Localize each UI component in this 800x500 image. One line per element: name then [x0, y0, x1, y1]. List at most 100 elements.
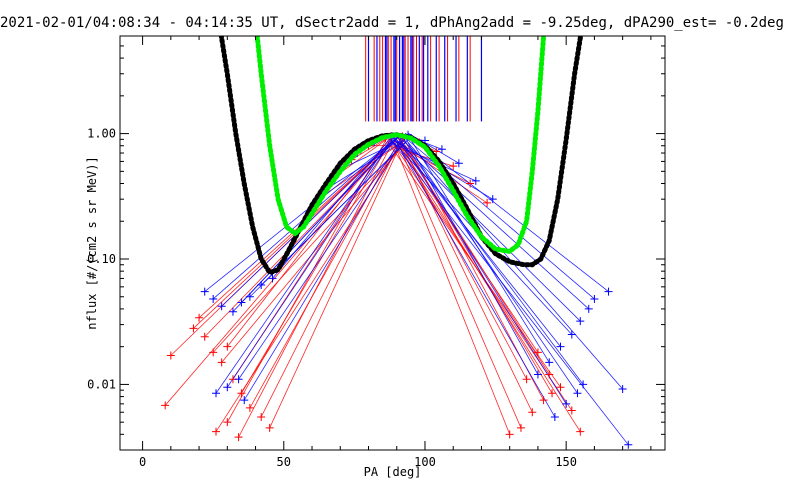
point-blue: [488, 195, 497, 204]
point-red: [567, 406, 576, 415]
point-blue: [245, 292, 254, 301]
trace-blue: [404, 137, 539, 375]
point-red: [209, 348, 218, 357]
point-red: [161, 401, 170, 410]
trace-red: [269, 140, 403, 429]
point-blue: [217, 302, 226, 311]
trace-blue: [226, 132, 398, 388]
point-red: [556, 383, 565, 392]
trace-red: [212, 144, 403, 353]
y-axis-label: nflux [#/(cm2 s sr MeV)]: [85, 156, 99, 329]
chart-title: 2021-02-01/04:08:34 - 04:14:35 UT, dSect…: [0, 15, 784, 31]
trace-blue: [396, 139, 581, 322]
point-blue: [562, 399, 571, 408]
point-red: [539, 396, 548, 405]
trace-blue: [390, 132, 561, 347]
plot-frame: [119, 35, 666, 451]
point-red: [245, 403, 254, 412]
x-axis-label: PA [deg]: [364, 465, 422, 479]
trace-blue: [204, 142, 392, 292]
trace-blue: [399, 137, 590, 310]
x-tick-label: 50: [277, 455, 291, 469]
point-red: [432, 147, 441, 156]
x-tick-label: 0: [139, 455, 146, 469]
point-blue: [618, 384, 627, 393]
trace-red: [260, 142, 400, 418]
point-red: [223, 418, 232, 427]
point-red: [195, 313, 204, 322]
y-tick-label: 1.00: [87, 127, 116, 141]
point-blue: [545, 358, 554, 367]
y-tick-label: 0.10: [87, 252, 116, 266]
trace-blue: [402, 142, 584, 385]
point-red: [483, 198, 492, 207]
trace-red: [396, 135, 527, 380]
trace-red: [393, 142, 511, 435]
point-blue: [212, 389, 221, 398]
point-blue: [237, 298, 246, 307]
point-red: [234, 433, 243, 442]
point-red: [548, 389, 557, 398]
point-red: [200, 332, 209, 341]
point-red: [522, 375, 531, 384]
point-red: [466, 179, 475, 188]
trace-blue: [215, 135, 395, 394]
point-blue: [268, 274, 277, 283]
trace-red: [226, 135, 389, 423]
trace-red: [402, 142, 550, 375]
point-blue: [240, 396, 249, 405]
x-tick-label: 100: [414, 455, 436, 469]
trace-red: [351, 135, 392, 160]
point-blue: [567, 330, 576, 339]
trace-blue: [238, 142, 400, 380]
point-red: [217, 358, 226, 367]
point-red: [237, 389, 246, 398]
trace-red: [238, 145, 392, 438]
point-red: [533, 348, 542, 357]
point-blue: [584, 304, 593, 313]
trace-red: [226, 140, 389, 347]
point-red: [528, 408, 537, 417]
trace-blue: [340, 137, 409, 170]
point-blue: [573, 389, 582, 398]
point-blue: [556, 342, 565, 351]
trace-blue: [323, 139, 406, 192]
trace-blue: [407, 142, 623, 390]
trace-red: [164, 142, 392, 406]
trace-blue: [393, 137, 556, 418]
point-blue: [590, 294, 599, 303]
trace-blue: [243, 139, 403, 401]
point-blue: [579, 380, 588, 389]
trace-blue: [390, 139, 629, 446]
trace-blue: [396, 135, 567, 405]
point-red: [516, 423, 525, 432]
point-blue: [576, 317, 585, 326]
point-blue: [604, 287, 613, 296]
trace-red: [393, 137, 581, 432]
point-blue: [471, 176, 480, 185]
trace-blue: [399, 132, 578, 394]
trace-red: [399, 137, 533, 413]
point-blue: [257, 281, 266, 290]
point-blue: [437, 145, 446, 154]
point-red: [505, 430, 514, 439]
point-blue: [533, 370, 542, 379]
y-tick-label: 0.01: [87, 377, 116, 391]
point-blue: [228, 307, 237, 316]
point-red: [212, 427, 221, 436]
point-blue: [234, 375, 243, 384]
point-red: [449, 162, 458, 171]
point-red: [166, 351, 175, 360]
point-red: [576, 427, 585, 436]
axis-layer: 0 50 100 150 0.01 0.10 1.00: [87, 35, 665, 469]
x-tick-label: 150: [555, 455, 577, 469]
trace-blue: [260, 139, 409, 286]
point-red: [223, 342, 232, 351]
data-layer: [161, 36, 633, 449]
point-blue: [624, 440, 633, 449]
point-blue: [223, 383, 232, 392]
trace-blue: [272, 137, 392, 279]
trace-blue: [402, 134, 595, 300]
point-red: [265, 423, 274, 432]
